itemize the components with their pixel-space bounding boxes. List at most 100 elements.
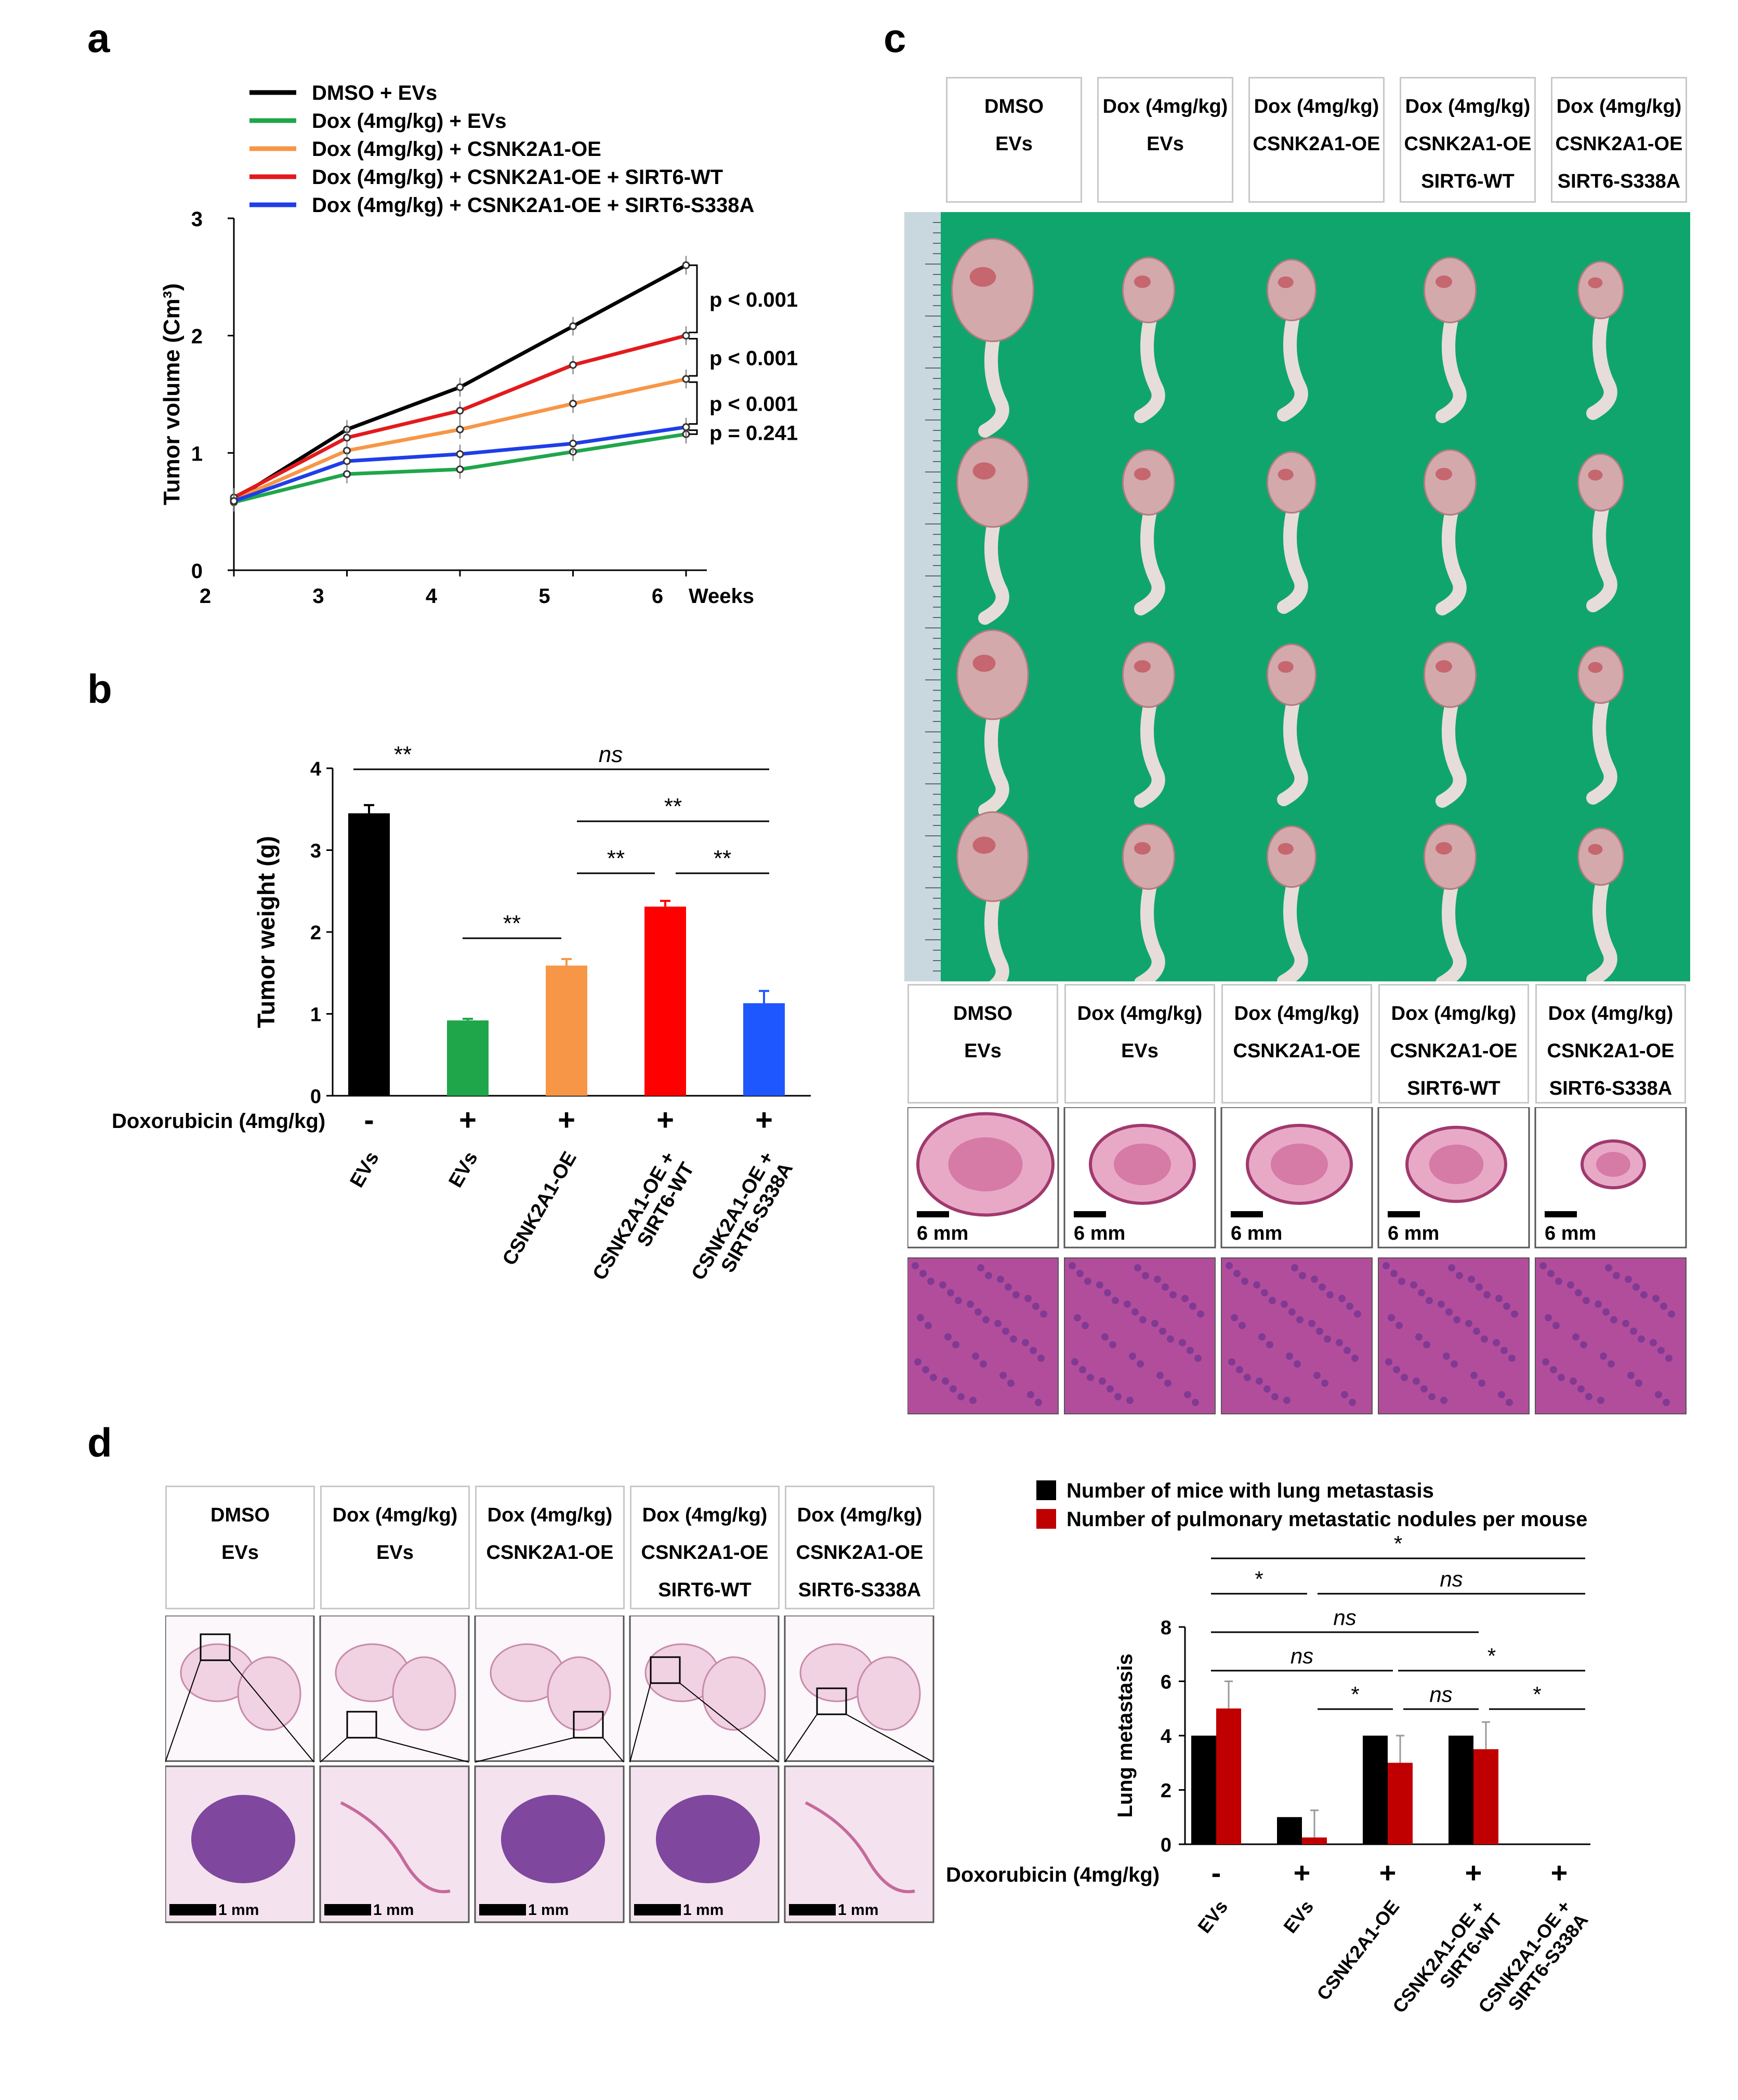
treatment-sign: + <box>1379 1856 1397 1889</box>
metastatic-nodule <box>656 1795 760 1883</box>
y-tick-label: 4 <box>1161 1726 1171 1748</box>
cell-nucleus <box>1428 1393 1436 1400</box>
cell-nucleus <box>1299 1272 1306 1279</box>
tumor <box>1122 641 1176 708</box>
cell-nucleus <box>1189 1303 1196 1310</box>
category-label-line: CSNK2A1-OE <box>498 1148 581 1269</box>
cell-nucleus <box>1445 1308 1453 1316</box>
cell-nucleus <box>1228 1358 1235 1366</box>
cell-nucleus <box>1567 1281 1574 1289</box>
cell-nucleus <box>1194 1355 1202 1362</box>
cell-nucleus <box>1495 1295 1503 1302</box>
scale-bar <box>1231 1211 1263 1217</box>
scale-bar-label: 1 mm <box>218 1901 259 1919</box>
lung-lobe <box>702 1656 766 1731</box>
cell-nucleus <box>1037 1355 1045 1362</box>
cell-nucleus <box>1336 1339 1343 1346</box>
cell-nucleus <box>1663 1399 1670 1406</box>
treatment-sign: + <box>558 1103 575 1137</box>
category-label: EVs <box>346 1148 384 1191</box>
cell-nucleus <box>1610 1316 1617 1323</box>
cell-nucleus <box>1388 1314 1395 1321</box>
scale-bar <box>789 1904 836 1915</box>
cell-nucleus <box>1129 1353 1136 1360</box>
cell-nucleus <box>1415 1333 1423 1341</box>
group-header-line: Dox (4mg/kg) <box>1548 1003 1674 1025</box>
y-tick-label: 2 <box>1161 1780 1171 1802</box>
scale-bar-label: 6 mm <box>917 1223 968 1244</box>
tumor-highlight <box>1588 662 1603 673</box>
significance-bracket <box>689 264 698 334</box>
cell-nucleus <box>1114 1393 1122 1400</box>
tumor <box>956 437 1029 528</box>
tumor <box>1267 259 1316 321</box>
p-value-label: p < 0.001 <box>709 347 798 370</box>
category-label: CSNK2A1-OE <box>1312 1896 1403 2004</box>
lung-lobe <box>857 1656 921 1731</box>
cell-nucleus <box>1104 1289 1111 1296</box>
group-header-line: Dox (4mg/kg) <box>1391 1003 1517 1025</box>
group-header-line: Dox (4mg/kg) <box>1254 96 1379 117</box>
bar <box>1302 1837 1327 1844</box>
tumor-highlight <box>972 836 996 854</box>
tumor <box>1423 449 1477 516</box>
y-tick-label: 8 <box>1161 1617 1171 1639</box>
group-header-box: Dox (4mg/kg) EVs <box>1064 984 1215 1104</box>
category-label-line: EVs <box>445 1148 482 1191</box>
tumor-highlight <box>1436 275 1452 288</box>
cell-nucleus <box>1401 1374 1408 1381</box>
panel-letter-a: a <box>87 15 110 61</box>
cell-nucleus <box>1473 1328 1480 1335</box>
legend-label: Dox (4mg/kg) + CSNK2A1-OE + SIRT6-S338A <box>312 194 754 217</box>
category-label-line: EVs <box>1279 1896 1318 1937</box>
lung-lobe <box>547 1656 611 1731</box>
zoom-line <box>679 1683 779 1763</box>
group-header-box: Dox (4mg/kg) CSNK2A1-OE SIRT6-S338A <box>785 1486 934 1609</box>
cell-nucleus <box>1096 1281 1103 1289</box>
cell-nucleus <box>950 1385 957 1393</box>
legend-label: Number of mice with lung metastasis <box>1066 1479 1434 1502</box>
zoom-line <box>229 1660 314 1763</box>
group-header-line: Dox (4mg/kg) <box>487 1504 613 1526</box>
cell-nucleus <box>1635 1380 1642 1387</box>
cell-nucleus <box>1476 1283 1483 1291</box>
cell-nucleus <box>1099 1377 1106 1385</box>
cell-nucleus <box>1398 1278 1405 1285</box>
metastatic-nodule <box>501 1795 605 1883</box>
cell-nucleus <box>972 1353 979 1360</box>
tumor <box>1267 825 1316 888</box>
group-header-line: CSNK2A1-OE <box>1555 133 1683 155</box>
x-tick-label: 3 <box>312 585 324 608</box>
cell-nucleus <box>1030 1347 1037 1354</box>
tumor <box>1577 260 1624 320</box>
x-tick-label: 2 <box>200 585 211 608</box>
category-label-line: EVs <box>346 1148 384 1191</box>
cell-nucleus <box>1346 1303 1353 1310</box>
cell-nucleus <box>1410 1281 1417 1289</box>
legend-swatch <box>1036 1480 1056 1500</box>
legend-label: Number of pulmonary metastatic nodules p… <box>1066 1508 1587 1531</box>
cell-nucleus <box>1324 1335 1331 1343</box>
cell-nucleus <box>1134 1264 1141 1271</box>
cell-nucleus <box>997 1276 1004 1283</box>
bar <box>348 813 390 1096</box>
bar <box>447 1020 489 1096</box>
y-tick-label: 1 <box>310 1004 321 1026</box>
cell-nucleus <box>1139 1316 1147 1323</box>
tumor-highlight <box>1134 275 1151 288</box>
group-header-box: Dox (4mg/kg) CSNK2A1-OE SIRT6-S338A <box>1551 77 1687 203</box>
category-label: EVs <box>445 1148 482 1191</box>
cell-nucleus <box>1159 1328 1166 1335</box>
cell-nucleus <box>1197 1310 1204 1318</box>
tumor <box>1577 453 1624 512</box>
cell-nucleus <box>1069 1262 1076 1269</box>
scale-bar-label: 6 mm <box>1545 1223 1596 1244</box>
cell-nucleus <box>1131 1308 1139 1316</box>
cell-nucleus <box>969 1397 977 1404</box>
cell-nucleus <box>1074 1314 1081 1321</box>
cell-nucleus <box>1503 1303 1510 1310</box>
group-header-line: Dox (4mg/kg) <box>642 1504 768 1526</box>
series-line <box>233 377 687 502</box>
tumor-leg <box>1277 499 1308 614</box>
tumor-leg <box>1436 501 1467 615</box>
